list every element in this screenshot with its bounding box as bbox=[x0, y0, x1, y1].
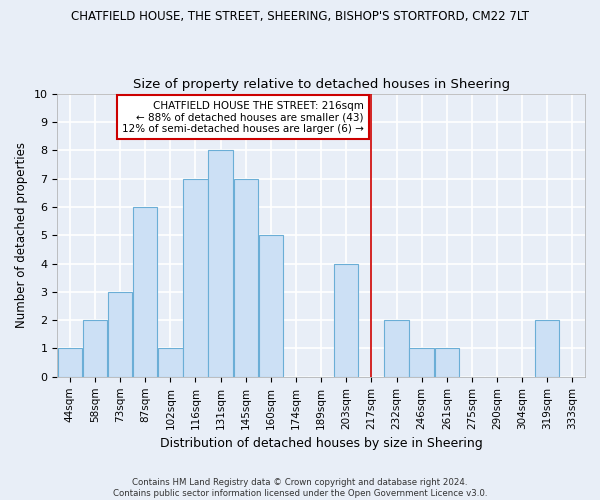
Bar bbox=[58, 348, 82, 377]
Bar bbox=[158, 348, 182, 377]
Bar bbox=[334, 264, 358, 377]
Bar bbox=[259, 235, 283, 377]
X-axis label: Distribution of detached houses by size in Sheering: Distribution of detached houses by size … bbox=[160, 437, 482, 450]
Bar bbox=[208, 150, 233, 377]
Bar bbox=[108, 292, 132, 377]
Bar bbox=[184, 178, 208, 377]
Text: CHATFIELD HOUSE, THE STREET, SHEERING, BISHOP'S STORTFORD, CM22 7LT: CHATFIELD HOUSE, THE STREET, SHEERING, B… bbox=[71, 10, 529, 23]
Bar bbox=[385, 320, 409, 377]
Bar bbox=[409, 348, 434, 377]
Bar bbox=[434, 348, 459, 377]
Y-axis label: Number of detached properties: Number of detached properties bbox=[15, 142, 28, 328]
Bar bbox=[233, 178, 258, 377]
Bar bbox=[83, 320, 107, 377]
Title: Size of property relative to detached houses in Sheering: Size of property relative to detached ho… bbox=[133, 78, 510, 91]
Text: Contains HM Land Registry data © Crown copyright and database right 2024.
Contai: Contains HM Land Registry data © Crown c… bbox=[113, 478, 487, 498]
Bar bbox=[133, 207, 157, 377]
Text: CHATFIELD HOUSE THE STREET: 216sqm
← 88% of detached houses are smaller (43)
12%: CHATFIELD HOUSE THE STREET: 216sqm ← 88%… bbox=[122, 100, 364, 134]
Bar bbox=[535, 320, 559, 377]
